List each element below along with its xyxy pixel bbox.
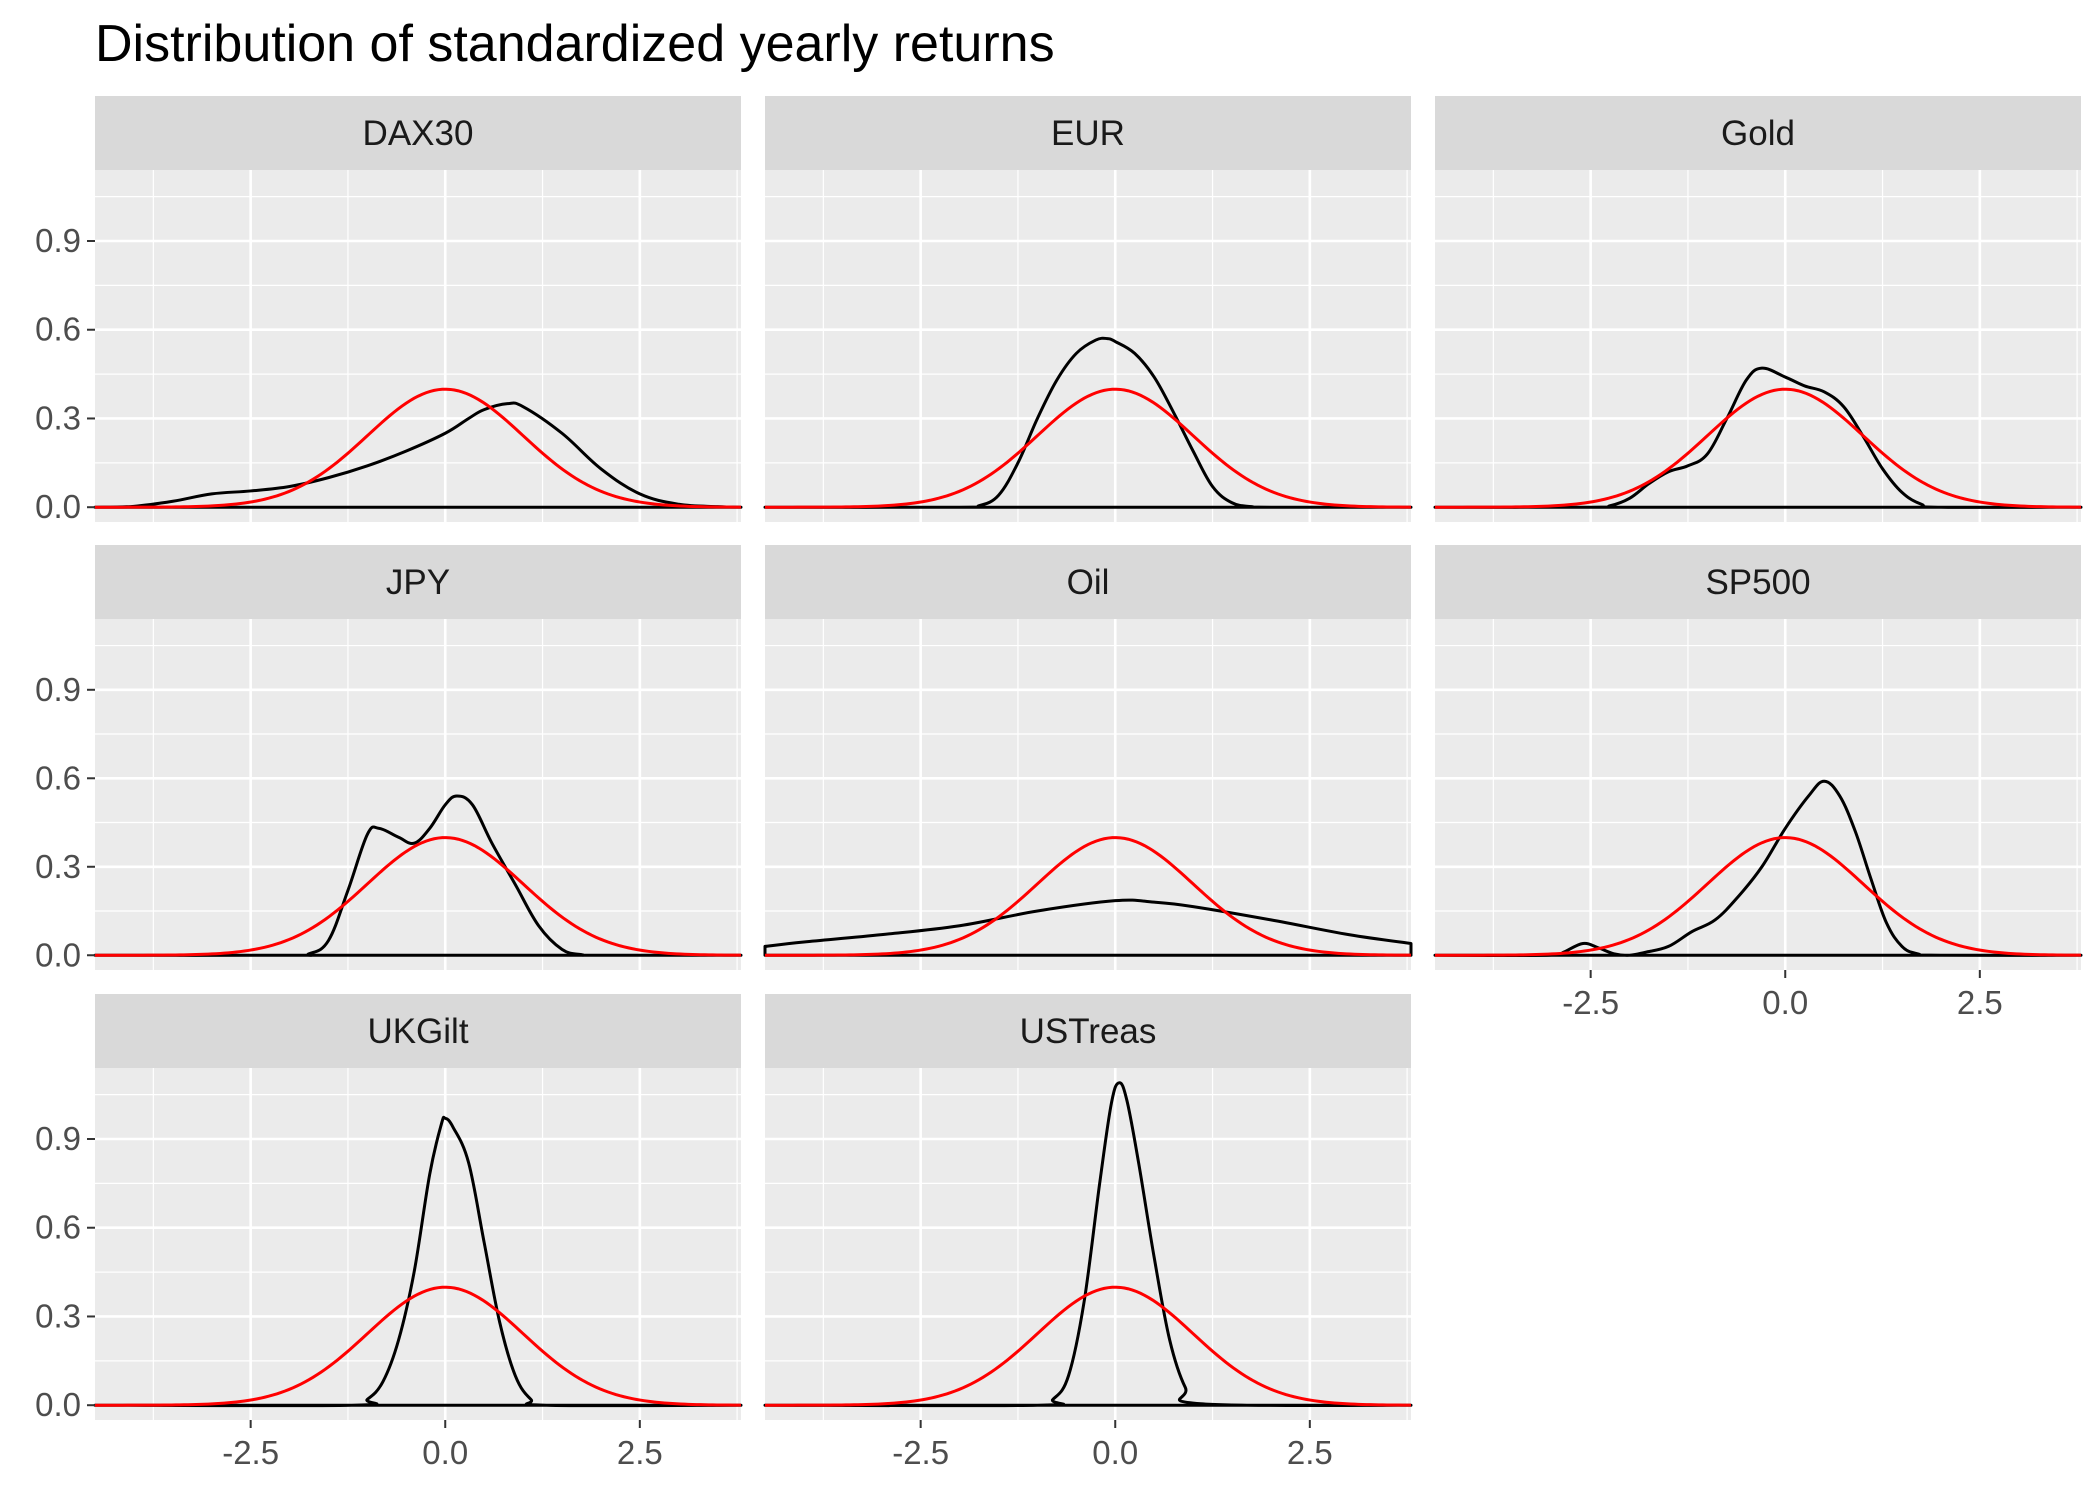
facet-strip-label: Gold bbox=[1721, 114, 1795, 153]
x-tick-label: -2.5 bbox=[1562, 984, 1619, 1021]
panel-background bbox=[1435, 170, 2081, 522]
density-curve bbox=[1433, 366, 2083, 509]
facet-panel-oil: Oil bbox=[763, 545, 1413, 970]
density-curve bbox=[763, 1081, 1413, 1408]
facet-strip bbox=[765, 96, 1411, 170]
x-tick-label: 2.5 bbox=[617, 1434, 663, 1471]
facet-strip-label: USTreas bbox=[1020, 1012, 1157, 1051]
facet-strip-label: JPY bbox=[386, 563, 450, 602]
facet-panel-jpy: JPY 0.0 0.3 0.6 0.9 bbox=[35, 545, 743, 973]
y-tick-label: 0.6 bbox=[35, 311, 81, 348]
x-tick-label: 0.0 bbox=[1762, 984, 1808, 1021]
y-tick-label: 0.3 bbox=[35, 399, 81, 436]
x-tick-label: -2.5 bbox=[222, 1434, 279, 1471]
normal-curve bbox=[1435, 836, 2082, 957]
panel-background bbox=[1435, 619, 2081, 970]
normal-curve bbox=[1434, 387, 2082, 509]
x-tick-label: 0.0 bbox=[422, 1434, 468, 1471]
y-tick-label: 0.9 bbox=[35, 222, 81, 259]
normal-curve bbox=[95, 836, 742, 957]
facet-panel-dax30: DAX30 0.0 0.3 0.6 0.9 bbox=[35, 96, 743, 525]
facet-panel-eur: EUR bbox=[763, 96, 1413, 522]
facet-panel-ustreas: USTreas -2.5 0.0 2.5 bbox=[763, 994, 1413, 1471]
density-curve bbox=[93, 794, 743, 957]
normal-curve bbox=[94, 387, 742, 509]
y-tick-label: 0.3 bbox=[35, 848, 81, 885]
facet-strip bbox=[765, 994, 1411, 1068]
normal-curve bbox=[765, 836, 1412, 957]
panel-background bbox=[765, 619, 1411, 970]
facet-panel-sp500: SP500 -2.5 0.0 2.5 bbox=[1433, 545, 2083, 1021]
facet-strip bbox=[95, 545, 741, 619]
facet-strip-label: SP500 bbox=[1705, 563, 1810, 602]
panel-background bbox=[765, 1068, 1411, 1420]
x-tick-label: -2.5 bbox=[892, 1434, 949, 1471]
facet-strip-label: EUR bbox=[1051, 114, 1125, 153]
y-tick-label: 0.6 bbox=[35, 1209, 81, 1246]
x-tick-label: 2.5 bbox=[1957, 984, 2003, 1021]
chart-title: Distribution of standardized yearly retu… bbox=[95, 15, 1055, 73]
density-curve bbox=[763, 336, 1413, 509]
facet-strip-label: UKGilt bbox=[367, 1012, 468, 1051]
density-curve bbox=[93, 401, 743, 509]
normal-curve bbox=[764, 387, 1412, 509]
facet-strip bbox=[95, 994, 741, 1068]
panel-background bbox=[95, 170, 741, 522]
y-tick-label: 0.0 bbox=[35, 1386, 81, 1423]
facet-strip bbox=[1435, 96, 2081, 170]
facet-strip bbox=[95, 96, 741, 170]
density-curve bbox=[1433, 779, 2083, 957]
facet-strip-label: DAX30 bbox=[363, 114, 474, 153]
x-tick-label: 2.5 bbox=[1287, 1434, 1333, 1471]
facet-strip bbox=[1435, 545, 2081, 619]
y-tick-label: 0.9 bbox=[35, 671, 81, 708]
density-curve bbox=[763, 898, 1413, 957]
x-tick-label: 0.0 bbox=[1092, 1434, 1138, 1471]
y-tick-label: 0.6 bbox=[35, 759, 81, 796]
facet-strip bbox=[765, 545, 1411, 619]
y-tick-label: 0.9 bbox=[35, 1120, 81, 1157]
facet-panel-ukgilt: UKGilt 0.0 0.3 0.6 0.9 -2.5 0.0 2.5 bbox=[35, 994, 743, 1471]
panel-background bbox=[95, 619, 741, 970]
facet-panel-gold: Gold bbox=[1433, 96, 2083, 522]
y-tick-label: 0.0 bbox=[35, 936, 81, 973]
y-tick-label: 0.0 bbox=[35, 488, 81, 525]
y-tick-label: 0.3 bbox=[35, 1297, 81, 1334]
normal-curve bbox=[764, 1285, 1412, 1407]
normal-curve bbox=[94, 1285, 742, 1407]
facet-strip-label: Oil bbox=[1067, 563, 1110, 602]
density-curve bbox=[93, 1115, 743, 1408]
